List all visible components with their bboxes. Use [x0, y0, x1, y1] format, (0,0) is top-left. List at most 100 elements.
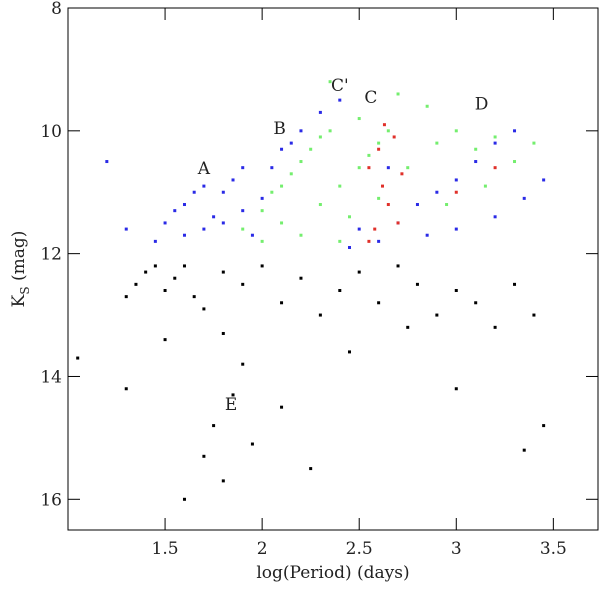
point	[435, 313, 439, 317]
x-tick-label: 3.5	[540, 539, 567, 559]
point	[415, 282, 419, 286]
point	[493, 215, 497, 219]
point	[377, 147, 381, 151]
x-tick-label: 2	[257, 539, 268, 559]
point	[134, 282, 138, 286]
point	[231, 178, 235, 182]
point	[493, 166, 497, 170]
point	[202, 307, 206, 311]
point	[124, 387, 128, 391]
point	[182, 203, 186, 207]
point	[415, 203, 419, 207]
point	[386, 203, 390, 207]
point	[377, 301, 381, 305]
annotation: E	[225, 395, 237, 415]
point	[522, 196, 526, 200]
point	[289, 141, 293, 145]
point	[445, 203, 449, 207]
point	[299, 129, 303, 133]
point	[260, 239, 264, 243]
point	[542, 178, 546, 182]
point	[124, 295, 128, 299]
point	[105, 160, 109, 164]
point	[348, 246, 352, 250]
y-label-sub: S	[18, 286, 32, 294]
point	[241, 282, 245, 286]
point	[425, 104, 429, 108]
point	[377, 239, 381, 243]
point	[532, 141, 536, 145]
point	[493, 325, 497, 329]
point	[280, 301, 284, 305]
point	[474, 301, 478, 305]
point	[76, 356, 80, 360]
point	[299, 160, 303, 164]
point	[231, 393, 235, 397]
point	[348, 215, 352, 219]
point	[454, 288, 458, 292]
point	[400, 172, 404, 176]
point	[280, 405, 284, 409]
point	[493, 141, 497, 145]
point	[163, 288, 167, 292]
point	[221, 479, 225, 483]
point	[299, 233, 303, 237]
point	[318, 313, 322, 317]
point	[124, 227, 128, 231]
point	[192, 190, 196, 194]
point	[309, 467, 313, 471]
point	[454, 178, 458, 182]
point	[377, 196, 381, 200]
point	[241, 227, 245, 231]
point	[474, 160, 478, 164]
point	[522, 448, 526, 452]
annotation: C'	[331, 76, 349, 96]
point	[260, 196, 264, 200]
point	[153, 264, 157, 268]
point	[202, 184, 206, 188]
point	[454, 129, 458, 133]
point	[338, 288, 342, 292]
x-tick-label: 1.5	[152, 539, 179, 559]
point	[542, 424, 546, 428]
y-tick-label: 8	[51, 0, 62, 19]
y-tick-label: 14	[40, 367, 62, 387]
point	[318, 110, 322, 114]
point	[328, 129, 332, 133]
point	[202, 454, 206, 458]
point	[373, 227, 377, 231]
x-axis-label: log(Period) (days)	[256, 563, 409, 583]
point	[250, 442, 254, 446]
point	[513, 282, 517, 286]
point	[357, 227, 361, 231]
point	[182, 497, 186, 501]
point	[280, 221, 284, 225]
point	[406, 166, 410, 170]
point	[280, 147, 284, 151]
y-label-main: K	[9, 294, 29, 307]
point	[241, 166, 245, 170]
point	[318, 203, 322, 207]
point	[318, 135, 322, 139]
point	[241, 362, 245, 366]
annotation: B	[273, 119, 286, 139]
x-tick-label: 2.5	[346, 539, 373, 559]
point	[377, 141, 381, 145]
point	[386, 129, 390, 133]
point	[260, 209, 264, 213]
point	[396, 264, 400, 268]
point	[328, 80, 332, 84]
point	[386, 166, 390, 170]
point	[338, 184, 342, 188]
y-tick-label: 10	[40, 122, 62, 142]
point	[212, 424, 216, 428]
point	[153, 239, 157, 243]
y-tick-label: 16	[40, 490, 62, 510]
point	[382, 123, 386, 127]
point	[270, 166, 274, 170]
point	[280, 184, 284, 188]
point	[454, 190, 458, 194]
annotation: C	[364, 88, 377, 108]
point	[173, 276, 177, 280]
